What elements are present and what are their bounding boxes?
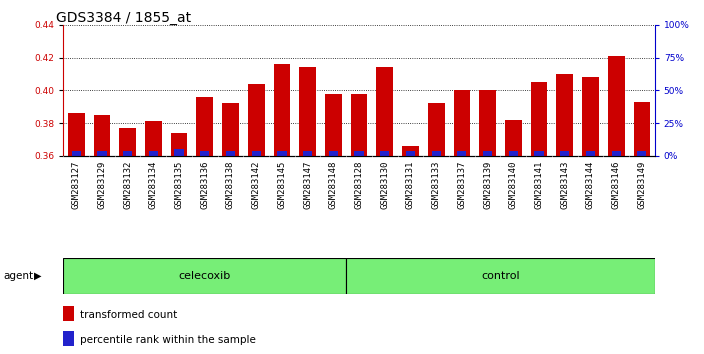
Bar <box>479 90 496 156</box>
Bar <box>556 74 573 156</box>
Text: percentile rank within the sample: percentile rank within the sample <box>80 335 256 344</box>
Text: agent: agent <box>4 271 34 281</box>
Bar <box>634 102 650 156</box>
Text: GSM283141: GSM283141 <box>534 161 543 209</box>
Text: GSM283132: GSM283132 <box>123 161 132 209</box>
Text: GSM283140: GSM283140 <box>509 161 518 209</box>
Bar <box>68 113 84 156</box>
Bar <box>63 306 74 321</box>
Bar <box>200 151 209 156</box>
Bar <box>402 146 419 156</box>
Bar <box>428 103 444 156</box>
Bar <box>277 151 287 156</box>
Bar <box>458 151 467 156</box>
Bar <box>509 151 518 156</box>
Bar <box>222 103 239 156</box>
Bar <box>346 258 655 294</box>
Text: GSM283131: GSM283131 <box>406 161 415 209</box>
Bar <box>377 67 393 156</box>
Bar <box>534 151 543 156</box>
Text: GSM283142: GSM283142 <box>252 161 260 209</box>
Bar <box>380 151 389 156</box>
Text: GSM283128: GSM283128 <box>355 161 363 209</box>
Bar <box>608 56 624 156</box>
Text: GSM283134: GSM283134 <box>149 161 158 209</box>
Text: GSM283147: GSM283147 <box>303 161 312 209</box>
Text: GSM283137: GSM283137 <box>458 161 466 209</box>
Bar <box>226 151 235 156</box>
Bar <box>483 151 492 156</box>
Bar <box>145 121 162 156</box>
Text: GSM283136: GSM283136 <box>200 161 209 209</box>
Text: GSM283129: GSM283129 <box>97 161 106 209</box>
Bar <box>586 151 595 156</box>
Bar <box>612 151 621 156</box>
Bar <box>453 90 470 156</box>
Text: GSM283133: GSM283133 <box>432 161 441 209</box>
Bar <box>351 93 367 156</box>
Bar <box>432 151 441 156</box>
Bar <box>149 151 158 156</box>
Text: GSM283135: GSM283135 <box>175 161 184 209</box>
Text: GSM283139: GSM283139 <box>483 161 492 209</box>
Bar <box>94 115 111 156</box>
Bar <box>123 151 132 156</box>
Bar <box>170 133 187 156</box>
Bar <box>354 151 364 156</box>
Bar <box>63 331 74 346</box>
Bar <box>329 151 338 156</box>
Bar <box>531 82 548 156</box>
Bar <box>63 258 346 294</box>
Text: ▶: ▶ <box>34 271 42 281</box>
Text: control: control <box>481 271 520 281</box>
Bar <box>299 67 316 156</box>
Bar <box>560 151 570 156</box>
Bar <box>196 97 213 156</box>
Bar <box>72 151 81 156</box>
Text: transformed count: transformed count <box>80 310 177 320</box>
Text: GSM283143: GSM283143 <box>560 161 570 209</box>
Text: GSM283138: GSM283138 <box>226 161 235 209</box>
Bar <box>119 128 136 156</box>
Bar <box>582 77 599 156</box>
Bar <box>97 151 106 156</box>
Text: GSM283146: GSM283146 <box>612 161 621 209</box>
Text: GSM283149: GSM283149 <box>637 161 646 209</box>
Text: GSM283127: GSM283127 <box>72 161 81 209</box>
Bar <box>274 64 290 156</box>
Bar <box>406 151 415 156</box>
Bar <box>175 149 184 156</box>
Bar <box>248 84 265 156</box>
Bar <box>303 151 312 156</box>
Text: GSM283130: GSM283130 <box>380 161 389 209</box>
Bar <box>251 151 260 156</box>
Bar <box>637 151 646 156</box>
Bar <box>325 93 341 156</box>
Text: GSM283148: GSM283148 <box>329 161 338 209</box>
Text: celecoxib: celecoxib <box>179 271 231 281</box>
Text: GSM283144: GSM283144 <box>586 161 595 209</box>
Text: GSM283145: GSM283145 <box>277 161 287 209</box>
Text: GDS3384 / 1855_at: GDS3384 / 1855_at <box>56 11 191 25</box>
Bar <box>505 120 522 156</box>
